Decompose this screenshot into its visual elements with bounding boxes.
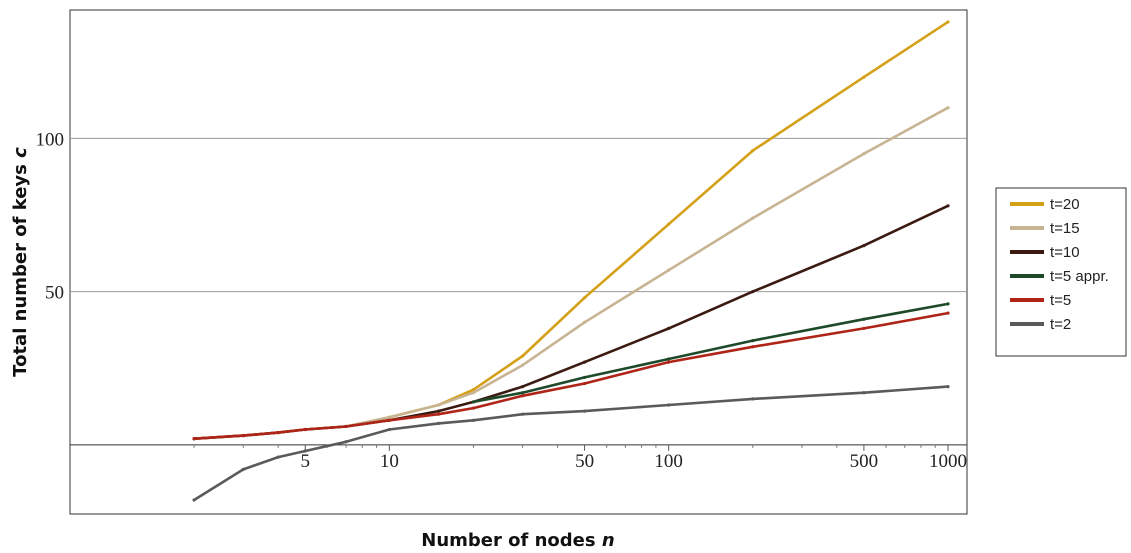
series-line <box>473 302 949 404</box>
data-point <box>667 403 671 407</box>
legend-label-3: t=5 appr. <box>1050 268 1109 285</box>
data-point <box>521 354 525 358</box>
data-point <box>436 421 441 425</box>
data-point <box>946 311 950 315</box>
data-point <box>387 418 391 422</box>
x-tick-label-100: 100 <box>654 451 683 472</box>
data-point <box>751 339 755 343</box>
x-axis-title: Number of nodes n <box>421 530 614 551</box>
legend: t=20 t=15 t=10 t=5 appr. t=5 t=2 <box>995 187 1127 357</box>
data-point <box>667 268 671 272</box>
data-point <box>471 406 476 410</box>
data-point <box>303 427 307 432</box>
series-line <box>194 311 949 440</box>
series-line <box>194 20 949 440</box>
data-point <box>582 381 587 386</box>
data-point <box>521 412 525 416</box>
y-axis-title-var: c <box>10 147 31 158</box>
data-point <box>667 357 671 361</box>
x-tick-label-10: 10 <box>380 451 399 472</box>
x-tick-label-50: 50 <box>575 451 594 472</box>
legend-label-4: t=5 <box>1050 292 1071 309</box>
y-ticks: 50 100 <box>36 129 65 303</box>
data-point <box>436 409 441 413</box>
data-point <box>751 216 755 220</box>
data-point <box>946 204 950 208</box>
series-t-5-appr- <box>471 302 950 404</box>
data-point <box>436 412 441 416</box>
series-t-2 <box>192 385 950 502</box>
series-line <box>193 385 949 502</box>
data-point <box>344 424 348 429</box>
data-point <box>946 385 950 389</box>
series-group <box>192 20 950 502</box>
data-point <box>471 388 476 392</box>
data-point <box>521 391 525 395</box>
y-tick-label-50: 50 <box>45 283 64 304</box>
data-point <box>344 440 348 444</box>
data-point <box>303 449 307 453</box>
data-point <box>946 20 950 24</box>
data-point <box>751 149 755 153</box>
data-point <box>582 320 587 324</box>
data-point <box>521 363 525 367</box>
data-point <box>751 345 755 349</box>
data-point <box>751 397 755 401</box>
data-point <box>946 106 950 110</box>
data-point <box>582 375 587 380</box>
y-axis-title: Total number of keys c <box>10 147 31 377</box>
grid-lines <box>70 137 967 293</box>
series-t-15 <box>192 106 950 441</box>
legend-label-5: t=2 <box>1050 316 1071 333</box>
data-point <box>276 430 280 435</box>
data-point <box>751 290 755 294</box>
data-point <box>387 415 391 419</box>
data-point <box>582 296 587 300</box>
data-point <box>667 222 671 226</box>
legend-box <box>995 187 1127 357</box>
data-point <box>192 437 196 441</box>
data-point <box>862 152 866 156</box>
x-axis-title-text: Number of nodes <box>421 530 595 551</box>
x-tick-label-500: 500 <box>850 451 879 472</box>
data-point <box>387 427 391 432</box>
legend-items: t=20 t=15 t=10 t=5 appr. t=5 t=2 <box>1010 196 1109 333</box>
legend-label-1: t=15 <box>1050 220 1080 237</box>
plot-area <box>69 9 968 515</box>
x-tick-label-1000: 1000 <box>929 451 967 472</box>
data-point <box>471 400 476 404</box>
legend-label-2: t=10 <box>1050 244 1080 261</box>
series-line <box>194 106 949 440</box>
y-axis-title-text: Total number of keys <box>10 164 31 377</box>
data-point <box>862 326 866 330</box>
data-point <box>521 394 525 398</box>
data-point <box>471 391 476 395</box>
data-point <box>241 434 245 438</box>
data-point <box>862 317 866 321</box>
series-t-10 <box>192 204 950 441</box>
y-tick-label-100: 100 <box>36 129 65 150</box>
series-t-5 <box>192 311 950 441</box>
data-point <box>436 403 441 407</box>
legend-label-0: t=20 <box>1050 196 1080 213</box>
data-point <box>667 326 671 330</box>
data-point <box>862 244 866 248</box>
data-point <box>946 302 950 306</box>
series-t-20 <box>192 20 950 441</box>
data-point <box>667 360 671 364</box>
plot-frame <box>69 9 968 515</box>
data-point <box>521 385 525 389</box>
x-tick-label-5: 5 <box>300 451 310 472</box>
data-point <box>276 455 280 459</box>
data-point <box>862 75 866 79</box>
data-point <box>192 498 196 502</box>
data-point <box>582 409 587 413</box>
data-point <box>862 391 866 395</box>
data-point <box>471 418 476 422</box>
data-point <box>241 467 245 471</box>
data-point <box>582 360 587 364</box>
x-axis-title-var: n <box>602 530 615 551</box>
series-line <box>194 204 949 440</box>
